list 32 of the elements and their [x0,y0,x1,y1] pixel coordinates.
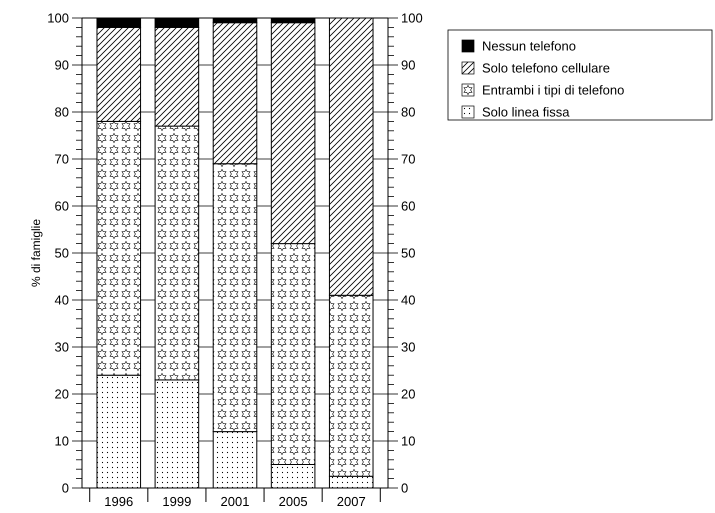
y2-tick-label: 10 [401,434,416,449]
x-tick-label: 1996 [104,494,134,509]
y-tick-label: 50 [54,246,69,261]
y2-tick-label: 30 [401,340,416,355]
x-tick-label: 2005 [278,494,308,509]
legend-label: Solo linea fissa [482,104,570,120]
y-tick-label: 90 [54,58,69,73]
y-tick-label: 0 [62,480,69,496]
y2-tick-label: 90 [401,58,416,73]
legend-label: Nessun telefono [482,38,576,54]
legend-label: Solo telefono cellulare [482,60,610,76]
y-tick-label: 80 [54,104,69,120]
y2-tick-label: 40 [401,292,416,308]
y2-tick-label: 80 [401,104,416,120]
x-tick-label: 2007 [336,494,366,509]
y2-tick-label: 70 [401,152,416,167]
y2-tick-label: 60 [401,198,416,214]
y-tick-label: 40 [54,292,69,308]
y-tick-label: 20 [54,386,69,402]
x-tick-label: 2001 [220,494,250,509]
y2-tick-label: 20 [401,386,416,402]
y-tick-label: 60 [54,198,69,214]
y2-tick-label: 0 [401,480,408,496]
y-tick-label: 100 [47,10,69,26]
y2-tick-label: 100 [401,10,423,26]
legend-label: Entrambi i tipi di telefono [482,82,624,98]
y-tick-label: 70 [54,152,69,167]
y-axis-title: % di famiglie [29,218,43,288]
y-tick-label: 30 [54,340,69,355]
x-tick-label: 1999 [162,494,192,509]
y-tick-label: 10 [54,434,69,449]
y2-tick-label: 50 [401,246,416,261]
